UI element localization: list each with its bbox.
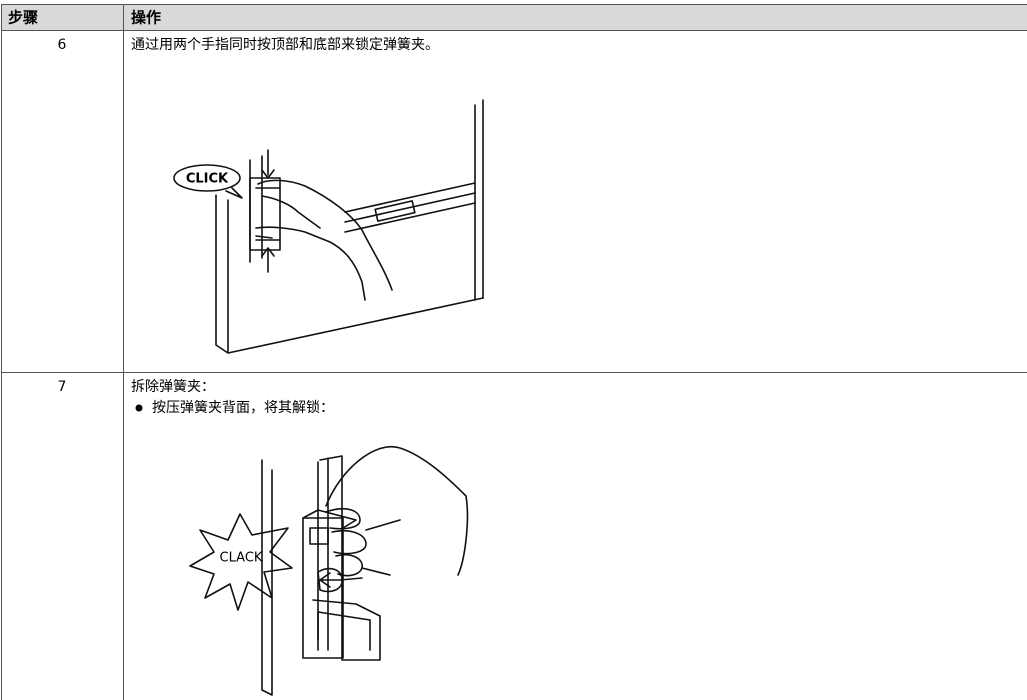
step-number: 7 [58,379,67,395]
bullet [135,404,143,412]
bullet-text: 按压弹簧夹背面，将其解锁： [152,400,334,416]
header-background [1,4,1027,30]
sound-label: CLACK [220,551,263,566]
illustration-unlock [189,445,469,696]
header-cell: 步骤 [8,9,38,27]
illustration-lock [173,99,484,354]
sound-label: CLICK [186,172,229,187]
step-text: 拆除弹簧夹： [131,379,215,395]
header-cell: 操作 [131,9,161,27]
step-text: 通过用两个手指同时按顶部和底部来锁定弹簧夹。 [131,37,439,53]
step-number: 6 [58,37,67,53]
